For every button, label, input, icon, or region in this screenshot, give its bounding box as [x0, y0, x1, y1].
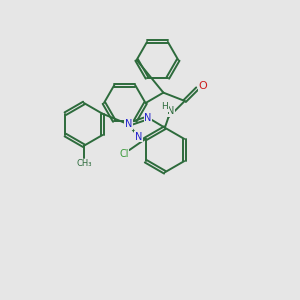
Text: N: N	[145, 113, 152, 123]
Text: CH₃: CH₃	[76, 159, 92, 168]
Text: N: N	[167, 106, 175, 116]
Text: N: N	[135, 132, 142, 142]
Text: N: N	[125, 119, 132, 129]
Text: Cl: Cl	[119, 149, 129, 159]
Text: O: O	[198, 81, 207, 91]
Text: H: H	[161, 102, 168, 111]
